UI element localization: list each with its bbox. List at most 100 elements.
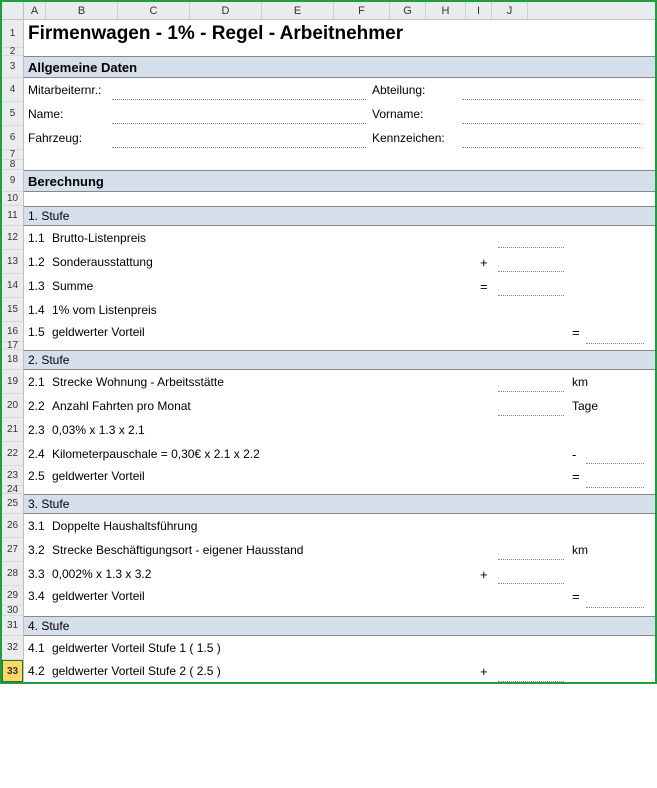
item-num: 3.3 xyxy=(28,567,52,581)
row-header-20[interactable]: 20 xyxy=(2,394,23,418)
field-abteilung[interactable] xyxy=(462,86,642,100)
row-3-4: 3.4 geldwerter Vorteil = xyxy=(24,586,655,606)
column-header-F[interactable]: F xyxy=(334,2,390,19)
item-num: 3.4 xyxy=(28,589,52,603)
row-header-6[interactable]: 6 xyxy=(2,126,23,150)
item-num: 4.1 xyxy=(28,641,52,655)
item-label: 0,03% x 1.3 x 2.1 xyxy=(52,423,145,437)
row-1-2: 1.2 Sonderausstattung + xyxy=(24,250,655,274)
spacer xyxy=(24,486,655,494)
operator: + xyxy=(480,567,488,582)
section-berechnung: Berechnung xyxy=(24,170,655,192)
row-header-10[interactable]: 10 xyxy=(2,192,23,206)
row-headers: 1234567891011121314151617181920212223242… xyxy=(2,20,24,682)
item-label: Summe xyxy=(52,279,93,293)
unit-label: Tage xyxy=(572,399,598,413)
row-header-4[interactable]: 4 xyxy=(2,78,23,102)
item-num: 1.1 xyxy=(28,231,52,245)
item-label: geldwerter Vorteil xyxy=(52,589,145,603)
section-label: Berechnung xyxy=(28,174,104,189)
unit-label: km xyxy=(572,543,588,557)
item-num: 2.4 xyxy=(28,447,52,461)
item-num: 2.1 xyxy=(28,375,52,389)
row-header-27[interactable]: 27 xyxy=(2,538,23,562)
column-header-H[interactable]: H xyxy=(426,2,466,19)
item-num: 4.2 xyxy=(28,664,52,678)
stufe1-head: 1. Stufe xyxy=(24,206,655,226)
column-header-G[interactable]: G xyxy=(390,2,426,19)
row-header-8[interactable]: 8 xyxy=(2,160,23,170)
row-header-31[interactable]: 31 xyxy=(2,616,23,636)
row-header-5[interactable]: 5 xyxy=(2,102,23,126)
row-header-26[interactable]: 26 xyxy=(2,514,23,538)
column-header-D[interactable]: D xyxy=(190,2,262,19)
row-header-2[interactable]: 2 xyxy=(2,48,23,56)
row-header-11[interactable]: 11 xyxy=(2,206,23,226)
row-header-19[interactable]: 19 xyxy=(2,370,23,394)
item-label: geldwerter Vorteil xyxy=(52,325,145,339)
item-label: Strecke Beschäftigungsort - eigener Haus… xyxy=(52,543,303,557)
row-header-17[interactable]: 17 xyxy=(2,342,23,350)
column-header-C[interactable]: C xyxy=(118,2,190,19)
row-2-2: 2.2 Anzahl Fahrten pro Monat Tage xyxy=(24,394,655,418)
value-field[interactable] xyxy=(498,546,564,560)
value-field[interactable] xyxy=(498,282,564,296)
operator: = xyxy=(572,589,580,604)
row-header-25[interactable]: 25 xyxy=(2,494,23,514)
row-header-18[interactable]: 18 xyxy=(2,350,23,370)
stufe2-head: 2. Stufe xyxy=(24,350,655,370)
field-fahrzeug[interactable] xyxy=(112,134,366,148)
row-name: Name: Vorname: xyxy=(24,102,655,126)
value-field[interactable] xyxy=(498,402,564,416)
item-num: 2.3 xyxy=(28,423,52,437)
value-field[interactable] xyxy=(498,668,564,682)
column-header-A[interactable]: A xyxy=(24,2,46,19)
stufe-label: 3. Stufe xyxy=(28,497,69,511)
row-header-30[interactable]: 30 xyxy=(2,606,23,616)
column-header-B[interactable]: B xyxy=(46,2,118,19)
column-header-I[interactable]: I xyxy=(466,2,492,19)
column-header-J[interactable]: J xyxy=(492,2,528,19)
field-mitarbeiternr[interactable] xyxy=(112,86,366,100)
row-header-14[interactable]: 14 xyxy=(2,274,23,298)
row-header-16[interactable]: 16 xyxy=(2,322,23,342)
row-header-29[interactable]: 29 xyxy=(2,586,23,606)
spreadsheet: ABCDEFGHIJ 12345678910111213141516171819… xyxy=(0,0,657,684)
value-field[interactable] xyxy=(498,234,564,248)
section-allgemein: Allgemeine Daten xyxy=(24,56,655,78)
row-header-24[interactable]: 24 xyxy=(2,486,23,494)
row-1-3: 1.3 Summe = xyxy=(24,274,655,298)
row-header-22[interactable]: 22 xyxy=(2,442,23,466)
spacer xyxy=(24,192,655,206)
value-field[interactable] xyxy=(498,378,564,392)
value-field[interactable] xyxy=(498,570,564,584)
row-header-9[interactable]: 9 xyxy=(2,170,23,192)
column-header-E[interactable]: E xyxy=(262,2,334,19)
row-header-28[interactable]: 28 xyxy=(2,562,23,586)
item-label: geldwerter Vorteil Stufe 2 ( 2.5 ) xyxy=(52,664,221,678)
row-header-23[interactable]: 23 xyxy=(2,466,23,486)
row-3-2: 3.2 Strecke Beschäftigungsort - eigener … xyxy=(24,538,655,562)
field-vorname[interactable] xyxy=(462,110,642,124)
field-name[interactable] xyxy=(112,110,366,124)
operator: + xyxy=(480,664,488,679)
stufe-label: 2. Stufe xyxy=(28,353,69,367)
row-header-21[interactable]: 21 xyxy=(2,418,23,442)
field-kennzeichen[interactable] xyxy=(462,134,642,148)
column-headers: ABCDEFGHIJ xyxy=(2,2,655,20)
item-label: Doppelte Haushaltsführung xyxy=(52,519,197,533)
row-header-15[interactable]: 15 xyxy=(2,298,23,322)
row-header-32[interactable]: 32 xyxy=(2,636,23,660)
row-header-3[interactable]: 3 xyxy=(2,56,23,78)
item-num: 3.1 xyxy=(28,519,52,533)
item-label: Sonderausstattung xyxy=(52,255,153,269)
row-header-1[interactable]: 1 xyxy=(2,20,23,48)
value-field[interactable] xyxy=(586,450,644,464)
row-header-13[interactable]: 13 xyxy=(2,250,23,274)
value-field[interactable] xyxy=(498,258,564,272)
row-header-33[interactable]: 33 xyxy=(2,660,23,682)
select-all-corner[interactable] xyxy=(2,2,24,19)
spacer xyxy=(24,150,655,160)
row-header-12[interactable]: 12 xyxy=(2,226,23,250)
cells-area[interactable]: Firmenwagen - 1% - Regel - Arbeitnehmer … xyxy=(24,20,655,682)
